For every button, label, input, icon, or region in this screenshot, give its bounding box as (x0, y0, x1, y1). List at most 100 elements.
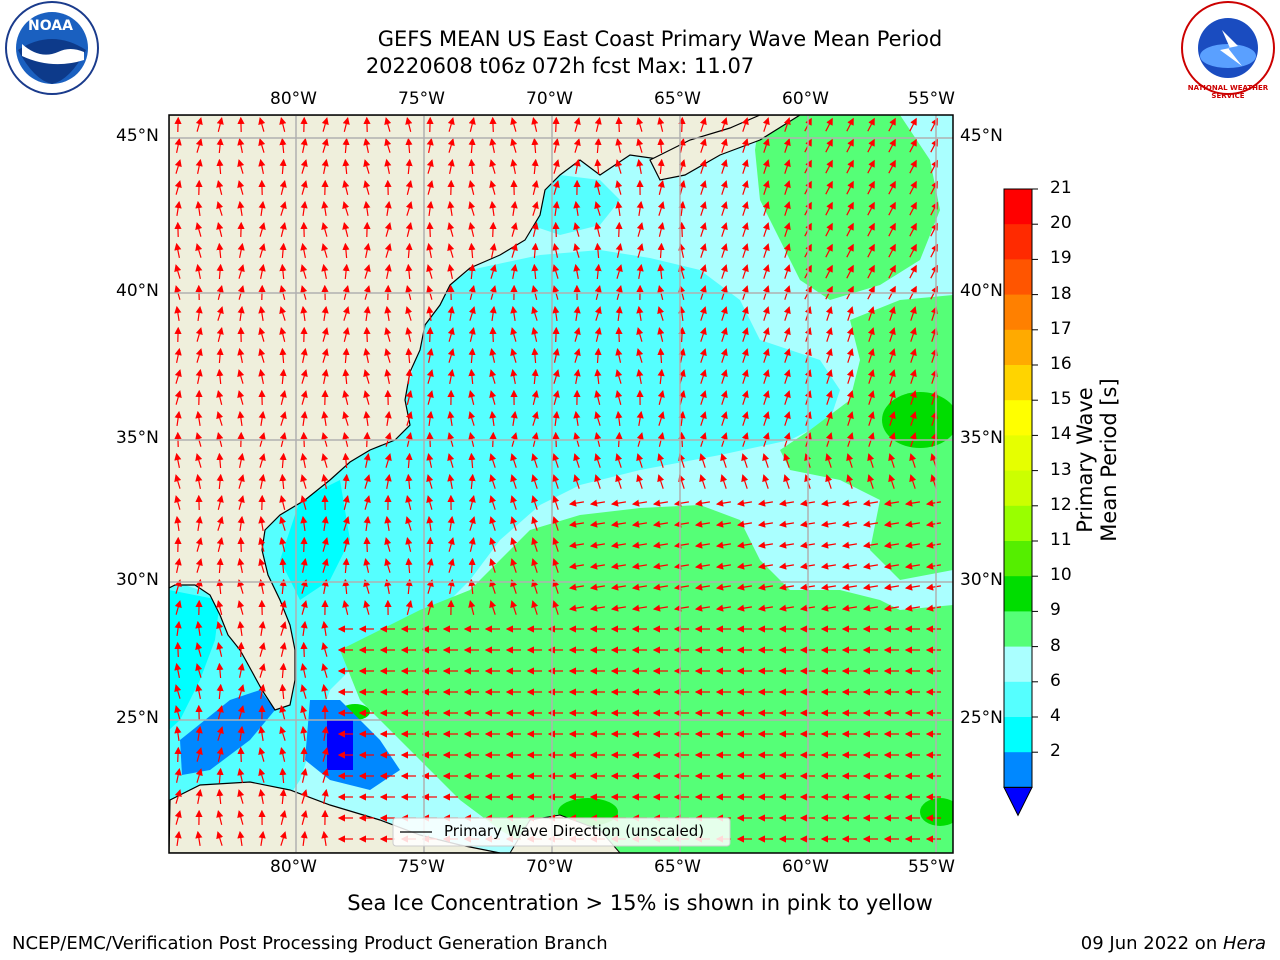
wave-arrow (715, 604, 731, 612)
wave-arrow (862, 583, 878, 591)
wave-arrow (384, 515, 392, 531)
wave-arrow (426, 515, 434, 531)
wave-arrow (300, 641, 308, 658)
wave-arrow (237, 746, 245, 763)
wave-arrow (594, 201, 602, 216)
wave-arrow (447, 138, 455, 153)
wave-arrow (279, 705, 287, 720)
wave-arrow (279, 452, 287, 469)
wave-arrow (342, 263, 350, 280)
wave-arrow (615, 369, 623, 384)
wave-arrow (636, 410, 644, 427)
wave-arrow (867, 327, 875, 342)
wave-arrow (489, 200, 497, 216)
wave-arrow (489, 495, 497, 510)
wave-arrow (568, 604, 584, 612)
wave-arrow (552, 264, 560, 279)
wave-arrow (363, 137, 371, 154)
wave-arrow (825, 369, 833, 384)
wave-arrow (258, 410, 266, 426)
colorbar-swatch (1004, 189, 1032, 225)
wave-arrow (216, 621, 224, 636)
wave-arrow (825, 348, 833, 363)
wave-arrow (405, 222, 413, 237)
wave-arrow (846, 243, 854, 258)
wave-arrow (363, 515, 371, 531)
wave-arrow (342, 411, 350, 426)
wave-arrow (573, 348, 581, 363)
wave-arrow (237, 347, 245, 364)
wave-arrow (888, 411, 896, 426)
wave-arrow (447, 200, 455, 216)
colorbar-under-triangle (1003, 786, 1033, 817)
wave-arrow (615, 200, 623, 216)
wave-arrow (258, 768, 266, 783)
wave-arrow (636, 305, 644, 321)
wave-arrow (867, 411, 875, 426)
wave-arrow (195, 558, 203, 573)
wave-arrow (300, 180, 308, 195)
wave-arrow (552, 180, 560, 195)
wave-arrow (867, 369, 875, 384)
wave-arrow (741, 222, 749, 237)
wave-arrow (699, 474, 707, 489)
wave-arrow (531, 411, 539, 426)
wave-arrow (468, 137, 476, 154)
map-title-line1: GEFS MEAN US East Coast Primary Wave Mea… (377, 27, 943, 51)
wave-arrow (405, 137, 413, 154)
wave-arrow (825, 453, 833, 468)
wave-arrow (279, 642, 287, 657)
wave-arrow (342, 495, 350, 510)
period-region-2-4-florida-keys (180, 690, 275, 775)
wave-arrow (778, 520, 794, 528)
wave-arrow (174, 305, 182, 321)
wave-arrow (909, 306, 917, 321)
wave-arrow (489, 180, 497, 195)
wave-arrow (300, 137, 308, 154)
wave-arrow (258, 620, 266, 636)
colorbar-swatch (1004, 541, 1032, 577)
wave-arrow (510, 327, 518, 342)
wave-arrow (279, 767, 287, 784)
wave-arrow (741, 243, 749, 258)
wave-arrow (825, 243, 833, 258)
wave-arrow (489, 600, 497, 615)
wave-arrow (447, 222, 455, 237)
wave-arrow (174, 410, 182, 426)
lat-label-left: 35°N (116, 428, 159, 448)
wave-arrow (279, 516, 287, 531)
wave-arrow (762, 369, 770, 384)
colorbar-swatch (1004, 259, 1032, 296)
wave-arrow (636, 453, 644, 468)
wave-arrow (568, 562, 584, 570)
wave-arrow (636, 263, 644, 280)
wave-arrow (552, 116, 560, 133)
sea-ice-caption: Sea Ice Concentration > 15% is shown in … (347, 891, 933, 915)
wave-arrow (762, 474, 770, 489)
wave-arrow (426, 536, 434, 553)
wave-arrow (715, 541, 731, 549)
wave-arrow (888, 306, 896, 321)
wave-arrow (300, 410, 308, 426)
wave-arrow (694, 562, 710, 570)
wave-arrow (195, 788, 203, 805)
wave-arrow (657, 158, 665, 175)
colorbar-swatch (1004, 400, 1032, 436)
wave-arrow (888, 453, 896, 468)
wave-arrow (195, 453, 203, 468)
wave-arrow (237, 305, 245, 321)
wave-arrow (720, 411, 728, 426)
wave-arrow (841, 499, 857, 507)
colorbar-swatch (1004, 611, 1032, 648)
wave-arrow (384, 453, 392, 468)
wave-arrow (468, 557, 476, 574)
wave-arrow (741, 453, 749, 468)
wave-arrow (762, 264, 770, 279)
wave-arrow (405, 452, 413, 469)
wave-arrow (426, 326, 434, 343)
wave-arrow (888, 327, 896, 342)
wave-arrow (610, 583, 626, 591)
noaa-logo-text: NOAA (28, 18, 73, 34)
wave-arrow (615, 180, 623, 195)
wave-arrow (321, 200, 329, 216)
